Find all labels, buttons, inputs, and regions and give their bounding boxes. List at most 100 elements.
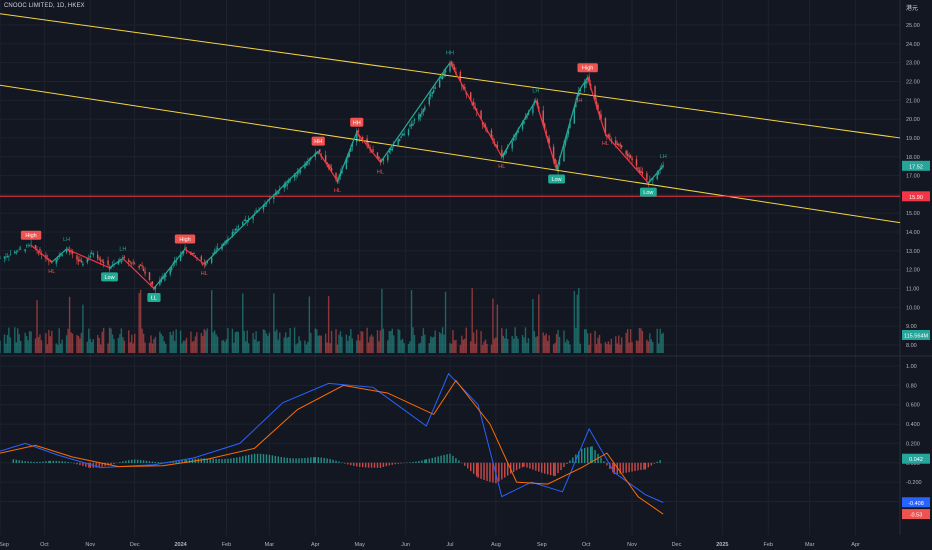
volume-bar (400, 340, 402, 353)
candle-body (428, 97, 430, 105)
histogram-bar (236, 457, 238, 464)
volume-bar (245, 341, 247, 353)
histogram-bar (563, 462, 565, 468)
volume-bar (253, 339, 256, 353)
candle-body (555, 164, 558, 170)
histogram-bar (42, 461, 44, 464)
candle-body (356, 130, 358, 142)
volume-bar (110, 328, 112, 353)
volume-bar (361, 331, 364, 353)
volume-bar (144, 342, 146, 353)
volume-bar (57, 344, 59, 353)
histogram-bar (353, 462, 355, 466)
volume-bar (647, 341, 650, 353)
histogram-bar (317, 457, 319, 464)
histogram-bar (134, 459, 136, 464)
histogram-bar (619, 462, 621, 474)
candle-body (409, 125, 411, 127)
volume-bar (607, 341, 610, 353)
volume-bar (181, 343, 183, 353)
candle-body (433, 90, 435, 93)
candle-body (89, 255, 91, 258)
candle-body (252, 215, 254, 220)
volume-bar (330, 330, 333, 353)
volume-bar (108, 327, 111, 353)
histogram-bar (18, 460, 20, 464)
volume-bar (267, 335, 269, 353)
histogram-bar (101, 462, 103, 467)
histogram-bar (385, 462, 388, 467)
histogram-bar (554, 462, 556, 477)
candle-body (191, 252, 194, 255)
candle-body (628, 155, 630, 158)
last-price-tag: 17.52 (909, 164, 923, 170)
trendline[interactable] (0, 84, 901, 224)
volume-bar (246, 330, 248, 353)
volume-bar (213, 330, 216, 353)
candle-body (609, 135, 611, 138)
candle-body (276, 193, 278, 195)
candle-body (443, 72, 445, 75)
candle-body (532, 105, 534, 114)
candle-body (299, 170, 302, 173)
pivot-label-bg (577, 63, 598, 73)
candle-body (557, 166, 559, 172)
time-label: May (355, 542, 366, 548)
histogram-bar (151, 461, 154, 464)
histogram-bar (245, 455, 247, 464)
candle-body (483, 124, 485, 127)
volume-bar (36, 300, 38, 353)
volume-bar (421, 336, 423, 353)
volume-bar (517, 338, 519, 353)
candle-body (369, 147, 371, 150)
volume-bar (27, 340, 29, 353)
histogram-bar (157, 462, 160, 464)
trendline[interactable] (0, 13, 901, 139)
histogram-bar (347, 462, 349, 465)
volume-bar (511, 335, 513, 353)
volume-bar (441, 327, 444, 353)
histogram-bar (589, 446, 592, 464)
histogram-bar (613, 462, 616, 475)
volume-bar (308, 296, 311, 353)
candle-body (107, 260, 109, 265)
trendlines[interactable] (0, 13, 901, 224)
volume-bar (610, 338, 613, 353)
candle-body (139, 264, 142, 266)
osc-tick: 1.00 (906, 364, 917, 370)
histogram-bar (326, 458, 328, 464)
volume-bar (625, 332, 627, 353)
histogram-bar (581, 448, 583, 464)
candle-body (441, 76, 444, 79)
volume-bar (99, 344, 102, 353)
histogram-bar (370, 462, 373, 468)
histogram-bar (175, 461, 177, 464)
candle-body (57, 258, 59, 260)
candle-body (505, 150, 507, 153)
volume-bar (424, 334, 426, 353)
volume-bar (618, 335, 620, 353)
histogram-bar (253, 453, 256, 464)
volume-bar (455, 339, 457, 353)
candle-body (619, 144, 621, 147)
volume-bar (196, 332, 198, 353)
volume-bar (376, 330, 379, 353)
volume-bar (542, 332, 544, 353)
volume-bar (393, 335, 395, 353)
volume-bar (65, 335, 68, 353)
candle-body (600, 114, 602, 120)
volume-bar (39, 334, 41, 353)
candle-body (424, 106, 426, 110)
volume-bar (113, 338, 115, 353)
pivot-label: HH (353, 120, 361, 126)
volume-bar (210, 290, 213, 353)
candle-body (649, 179, 651, 182)
volume-bar (132, 343, 134, 353)
oscillator-panel[interactable] (0, 372, 664, 515)
candle-body (554, 158, 556, 164)
pivot-label: LH (575, 98, 582, 104)
histogram-bar (455, 458, 457, 464)
histogram-bar (15, 459, 17, 464)
candle-body (117, 261, 120, 265)
